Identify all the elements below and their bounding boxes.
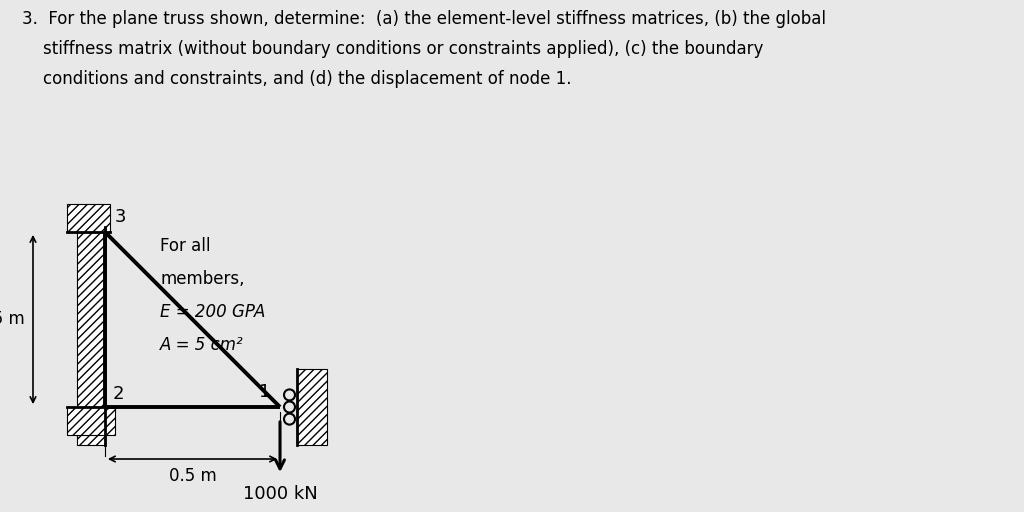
Text: 1: 1 xyxy=(259,383,270,401)
Polygon shape xyxy=(297,369,327,445)
Text: 3: 3 xyxy=(115,208,127,226)
Text: 2: 2 xyxy=(113,385,125,403)
Text: For all: For all xyxy=(160,237,211,255)
Text: 1000 kN: 1000 kN xyxy=(243,485,317,503)
Polygon shape xyxy=(77,227,105,445)
Text: conditions and constraints, and (d) the displacement of node 1.: conditions and constraints, and (d) the … xyxy=(22,70,571,88)
Text: 3.  For the plane truss shown, determine:  (a) the element-level stiffness matri: 3. For the plane truss shown, determine:… xyxy=(22,10,826,28)
Polygon shape xyxy=(67,407,115,435)
Text: E = 200 GPA: E = 200 GPA xyxy=(160,303,265,321)
Text: 0.5 m: 0.5 m xyxy=(0,310,25,329)
Text: members,: members, xyxy=(160,270,245,288)
Text: stiffness matrix (without boundary conditions or constraints applied), (c) the b: stiffness matrix (without boundary condi… xyxy=(22,40,763,58)
Text: A = 5 cm²: A = 5 cm² xyxy=(160,336,244,354)
Polygon shape xyxy=(67,204,110,232)
Text: 0.5 m: 0.5 m xyxy=(169,467,216,485)
